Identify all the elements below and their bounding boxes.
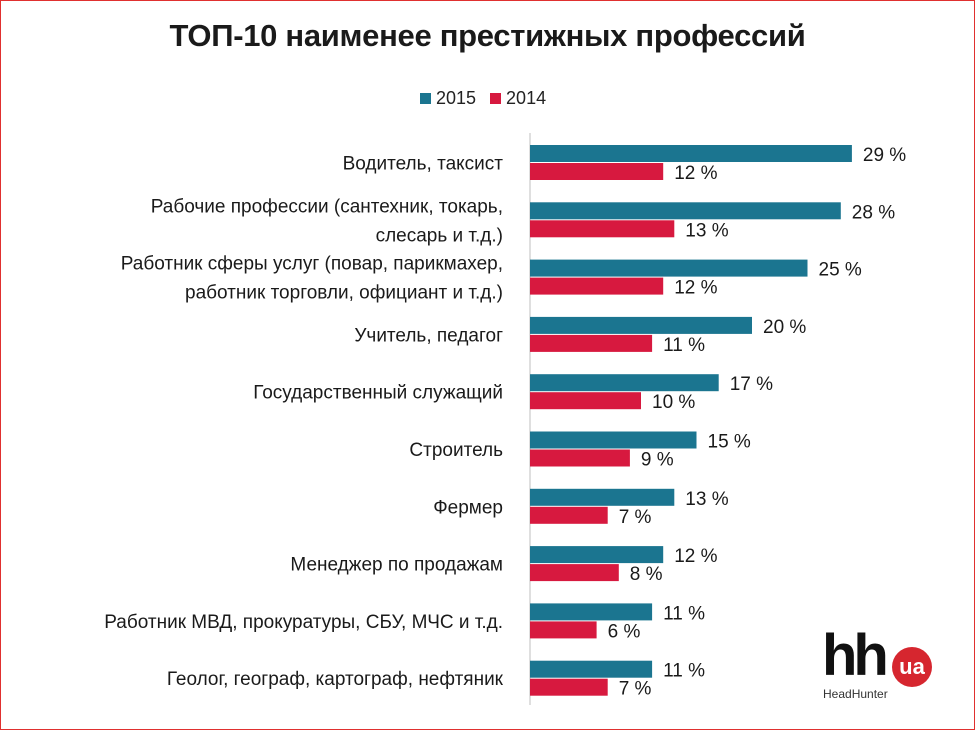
bar-2014: [530, 678, 608, 696]
legend-swatch-2015: [420, 92, 431, 104]
data-label-2015: 15 %: [708, 432, 751, 453]
data-label-2015: 13 %: [685, 489, 728, 510]
bar-2015: [530, 202, 841, 220]
bar-2015: [530, 603, 653, 621]
category-label: Работник МВД, прокуратуры, СБУ, МЧС и т.…: [104, 612, 503, 633]
chart-title: ТОП-10 наименее престижных профессий: [169, 18, 806, 53]
data-label-2014: 12 %: [674, 278, 717, 299]
legend-label-2015: 2015: [436, 87, 477, 108]
legend-item-2015: 2015: [420, 88, 476, 109]
category-label: слесарь и т.д.): [376, 225, 503, 246]
bar-2014: [530, 392, 641, 410]
data-label-2015: 28 %: [852, 202, 895, 223]
bar-2015: [530, 546, 664, 564]
data-label-2014: 9 %: [641, 450, 674, 471]
category-label: Государственный служащий: [253, 383, 503, 404]
bar-2014: [530, 506, 608, 524]
category-label: Строитель: [409, 440, 503, 461]
legend-item-2014: 2014: [490, 88, 546, 109]
category-label: Геолог, географ, картограф, нефтяник: [167, 669, 504, 690]
bar-2015: [530, 374, 719, 392]
headhunter-logo: hh ua HeadHunter: [822, 627, 932, 705]
bar-2014: [530, 334, 653, 352]
bar-2015: [530, 660, 653, 678]
data-label-2015: 25 %: [819, 260, 862, 281]
data-label-2014: 7 %: [619, 679, 652, 700]
data-label-2014: 12 %: [674, 163, 717, 184]
data-label-2015: 20 %: [763, 317, 806, 338]
logo-hh-text: hh: [822, 623, 889, 688]
data-label-2014: 13 %: [685, 220, 728, 241]
data-label-2014: 11 %: [663, 335, 705, 356]
data-label-2015: 11 %: [663, 661, 705, 682]
category-label: Рабочие профессии (сантехник, токарь,: [151, 196, 503, 217]
category-label: Водитель, таксист: [343, 154, 504, 175]
bar-2014: [530, 564, 619, 582]
data-label-2015: 12 %: [674, 546, 717, 567]
bar-2014: [530, 163, 664, 180]
bar-2015: [530, 488, 675, 506]
data-label-2015: 17 %: [730, 374, 773, 395]
legend-label-2014: 2014: [506, 87, 547, 108]
bar-2014: [530, 277, 664, 295]
bar-2014: [530, 449, 630, 467]
bar-2015: [530, 259, 808, 277]
bar-2014: [530, 621, 597, 639]
bar-2015: [530, 316, 752, 334]
data-label-2015: 29 %: [863, 145, 906, 166]
legend-swatch-2014: [490, 92, 502, 104]
logo-ua-badge: ua: [892, 647, 932, 687]
data-label-2015: 11 %: [663, 603, 705, 624]
category-label: Работник сферы услуг (повар, парикмахер,: [121, 254, 503, 275]
category-label: Учитель, педагог: [354, 325, 503, 346]
bar-2015: [530, 431, 697, 449]
category-label: Фермер: [433, 497, 503, 518]
data-label-2014: 8 %: [630, 564, 663, 585]
bar-2014: [530, 220, 675, 238]
data-label-2014: 6 %: [608, 621, 641, 642]
logo-subtitle: HeadHunter: [823, 687, 888, 701]
category-label: работник торговли, официант и т.д.): [185, 283, 503, 304]
category-label: Менеджер по продажам: [290, 555, 503, 576]
data-label-2014: 7 %: [619, 507, 652, 528]
bar-2015: [530, 145, 852, 162]
chart-legend: 2015 2014: [420, 88, 560, 108]
data-label-2014: 10 %: [652, 392, 695, 413]
